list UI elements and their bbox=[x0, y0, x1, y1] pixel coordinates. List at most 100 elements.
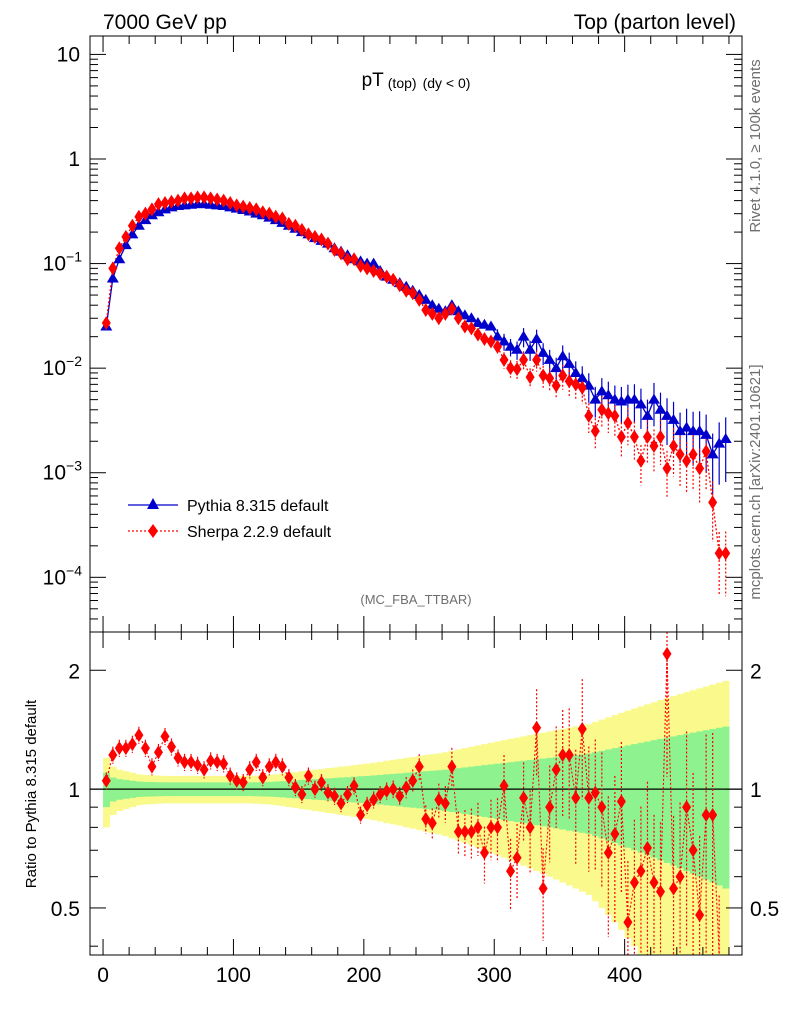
ratio-band-inner bbox=[468, 766, 476, 815]
x-tick-labels: 0 100 200 300 400 bbox=[97, 964, 642, 987]
ratio-band-inner bbox=[494, 763, 502, 819]
sherpa-point bbox=[238, 199, 248, 214]
main-y-tick-label: 10−1 bbox=[43, 249, 83, 276]
ratio-band-inner bbox=[650, 740, 658, 858]
ratio-point bbox=[206, 753, 216, 768]
ratio-point bbox=[101, 773, 111, 788]
sherpa-point bbox=[108, 261, 118, 276]
sherpa-point bbox=[369, 263, 379, 278]
ratio-band-inner bbox=[455, 768, 463, 813]
sherpa-point bbox=[708, 495, 718, 510]
legend-entry-sherpa: Sherpa 2.2.9 default bbox=[128, 524, 332, 541]
ratio-band-inner bbox=[435, 770, 443, 811]
legend-marker-pythia bbox=[147, 498, 159, 509]
ratio-y-tick-label-right: 0.5 bbox=[750, 898, 779, 921]
pythia-point bbox=[556, 350, 569, 361]
sherpa-point bbox=[669, 439, 679, 454]
ratio-point bbox=[466, 824, 476, 839]
sherpa-point bbox=[577, 380, 587, 395]
sherpa-point bbox=[479, 332, 489, 347]
ratio-point bbox=[440, 796, 450, 811]
ratio-point bbox=[395, 789, 405, 804]
ratio-band-inner bbox=[579, 754, 587, 833]
sherpa-point bbox=[623, 415, 633, 430]
ratio-y-tick-label-right: 1 bbox=[750, 779, 762, 802]
ratio-point bbox=[460, 824, 470, 839]
ratio-band-inner bbox=[663, 737, 671, 863]
sherpa-point bbox=[258, 205, 268, 220]
ratio-band-inner bbox=[722, 726, 730, 889]
ratio-band-inner bbox=[715, 727, 723, 886]
ratio-point bbox=[414, 759, 424, 774]
pythia-point bbox=[119, 239, 132, 250]
ratio-band-inner bbox=[103, 772, 111, 808]
sherpa-point bbox=[375, 266, 385, 281]
ratio-point bbox=[649, 875, 659, 890]
pythia-point bbox=[641, 409, 654, 420]
ratio-point bbox=[284, 770, 294, 785]
ratio-band-inner bbox=[552, 757, 560, 829]
ratio-band-inner bbox=[689, 732, 697, 874]
ratio-point bbox=[597, 800, 607, 815]
ratio-point bbox=[616, 794, 626, 809]
ratio-point bbox=[356, 807, 366, 822]
sherpa-point bbox=[264, 206, 274, 221]
ratio-band-inner bbox=[637, 742, 645, 853]
ratio-point bbox=[186, 755, 196, 770]
main-plot: 10 1 10−1 10−2 10−3 10−4 pT (top) (dy < 0) (MC_… bbox=[43, 35, 743, 633]
legend-label-pythia: Pythia 8.315 default bbox=[187, 498, 329, 515]
ratio-band-inner bbox=[487, 764, 495, 818]
ratio-y-axis-label: Ratio to Pythia 8.315 default bbox=[23, 699, 40, 888]
ratio-point bbox=[545, 800, 555, 815]
ratio-point bbox=[629, 875, 639, 890]
ratio-point bbox=[662, 646, 672, 661]
ratio-point bbox=[682, 800, 692, 815]
sherpa-point bbox=[493, 339, 502, 354]
ratio-point bbox=[701, 807, 711, 822]
pythia-point bbox=[674, 425, 687, 436]
pythia-point bbox=[426, 299, 439, 310]
pythia-point bbox=[504, 340, 517, 351]
rivet-version-label: Rivet 4.1.0, ≥ 100k events bbox=[747, 59, 764, 232]
legend: Pythia 8.315 default Sherpa 2.2.9 defaul… bbox=[128, 498, 332, 541]
sherpa-point bbox=[695, 461, 705, 476]
pythia-point bbox=[511, 343, 524, 354]
ratio-point bbox=[447, 759, 457, 774]
pythia-point bbox=[367, 257, 380, 268]
sherpa-point bbox=[167, 194, 176, 209]
sherpa-point bbox=[251, 202, 261, 217]
ratio-point bbox=[532, 720, 542, 735]
pythia-point bbox=[595, 385, 608, 396]
sherpa-point bbox=[388, 272, 398, 287]
pythia-point bbox=[576, 372, 589, 383]
x-tick-label: 300 bbox=[477, 964, 512, 987]
ratio-point bbox=[219, 756, 229, 771]
ratio-point bbox=[290, 780, 300, 795]
ratio-point bbox=[675, 869, 685, 884]
sherpa-point bbox=[343, 252, 353, 267]
sherpa-point bbox=[232, 198, 242, 213]
ratio-point bbox=[238, 775, 248, 790]
ratio-point bbox=[610, 826, 620, 841]
sherpa-point bbox=[414, 292, 424, 307]
ratio-point bbox=[121, 741, 131, 756]
ratio-point bbox=[708, 807, 718, 822]
ratio-point bbox=[114, 741, 124, 756]
sherpa-point bbox=[382, 269, 392, 284]
sherpa-point bbox=[584, 408, 594, 423]
ratio-point bbox=[153, 745, 163, 760]
ratio-point bbox=[330, 789, 339, 804]
sherpa-point bbox=[649, 439, 659, 454]
pythia-point bbox=[667, 413, 680, 424]
ratio-point bbox=[408, 773, 418, 788]
sherpa-point bbox=[140, 206, 150, 221]
main-y-tick-labels: 10 1 10−1 10−2 10−3 10−4 bbox=[43, 43, 83, 589]
sherpa-point bbox=[610, 408, 620, 423]
ratio-point bbox=[343, 787, 353, 802]
ratio-point bbox=[336, 796, 346, 811]
ratio-point bbox=[349, 778, 359, 793]
ratio-point bbox=[688, 843, 698, 858]
ratio-band-inner bbox=[631, 744, 639, 851]
ratio-band-inner bbox=[598, 750, 606, 839]
